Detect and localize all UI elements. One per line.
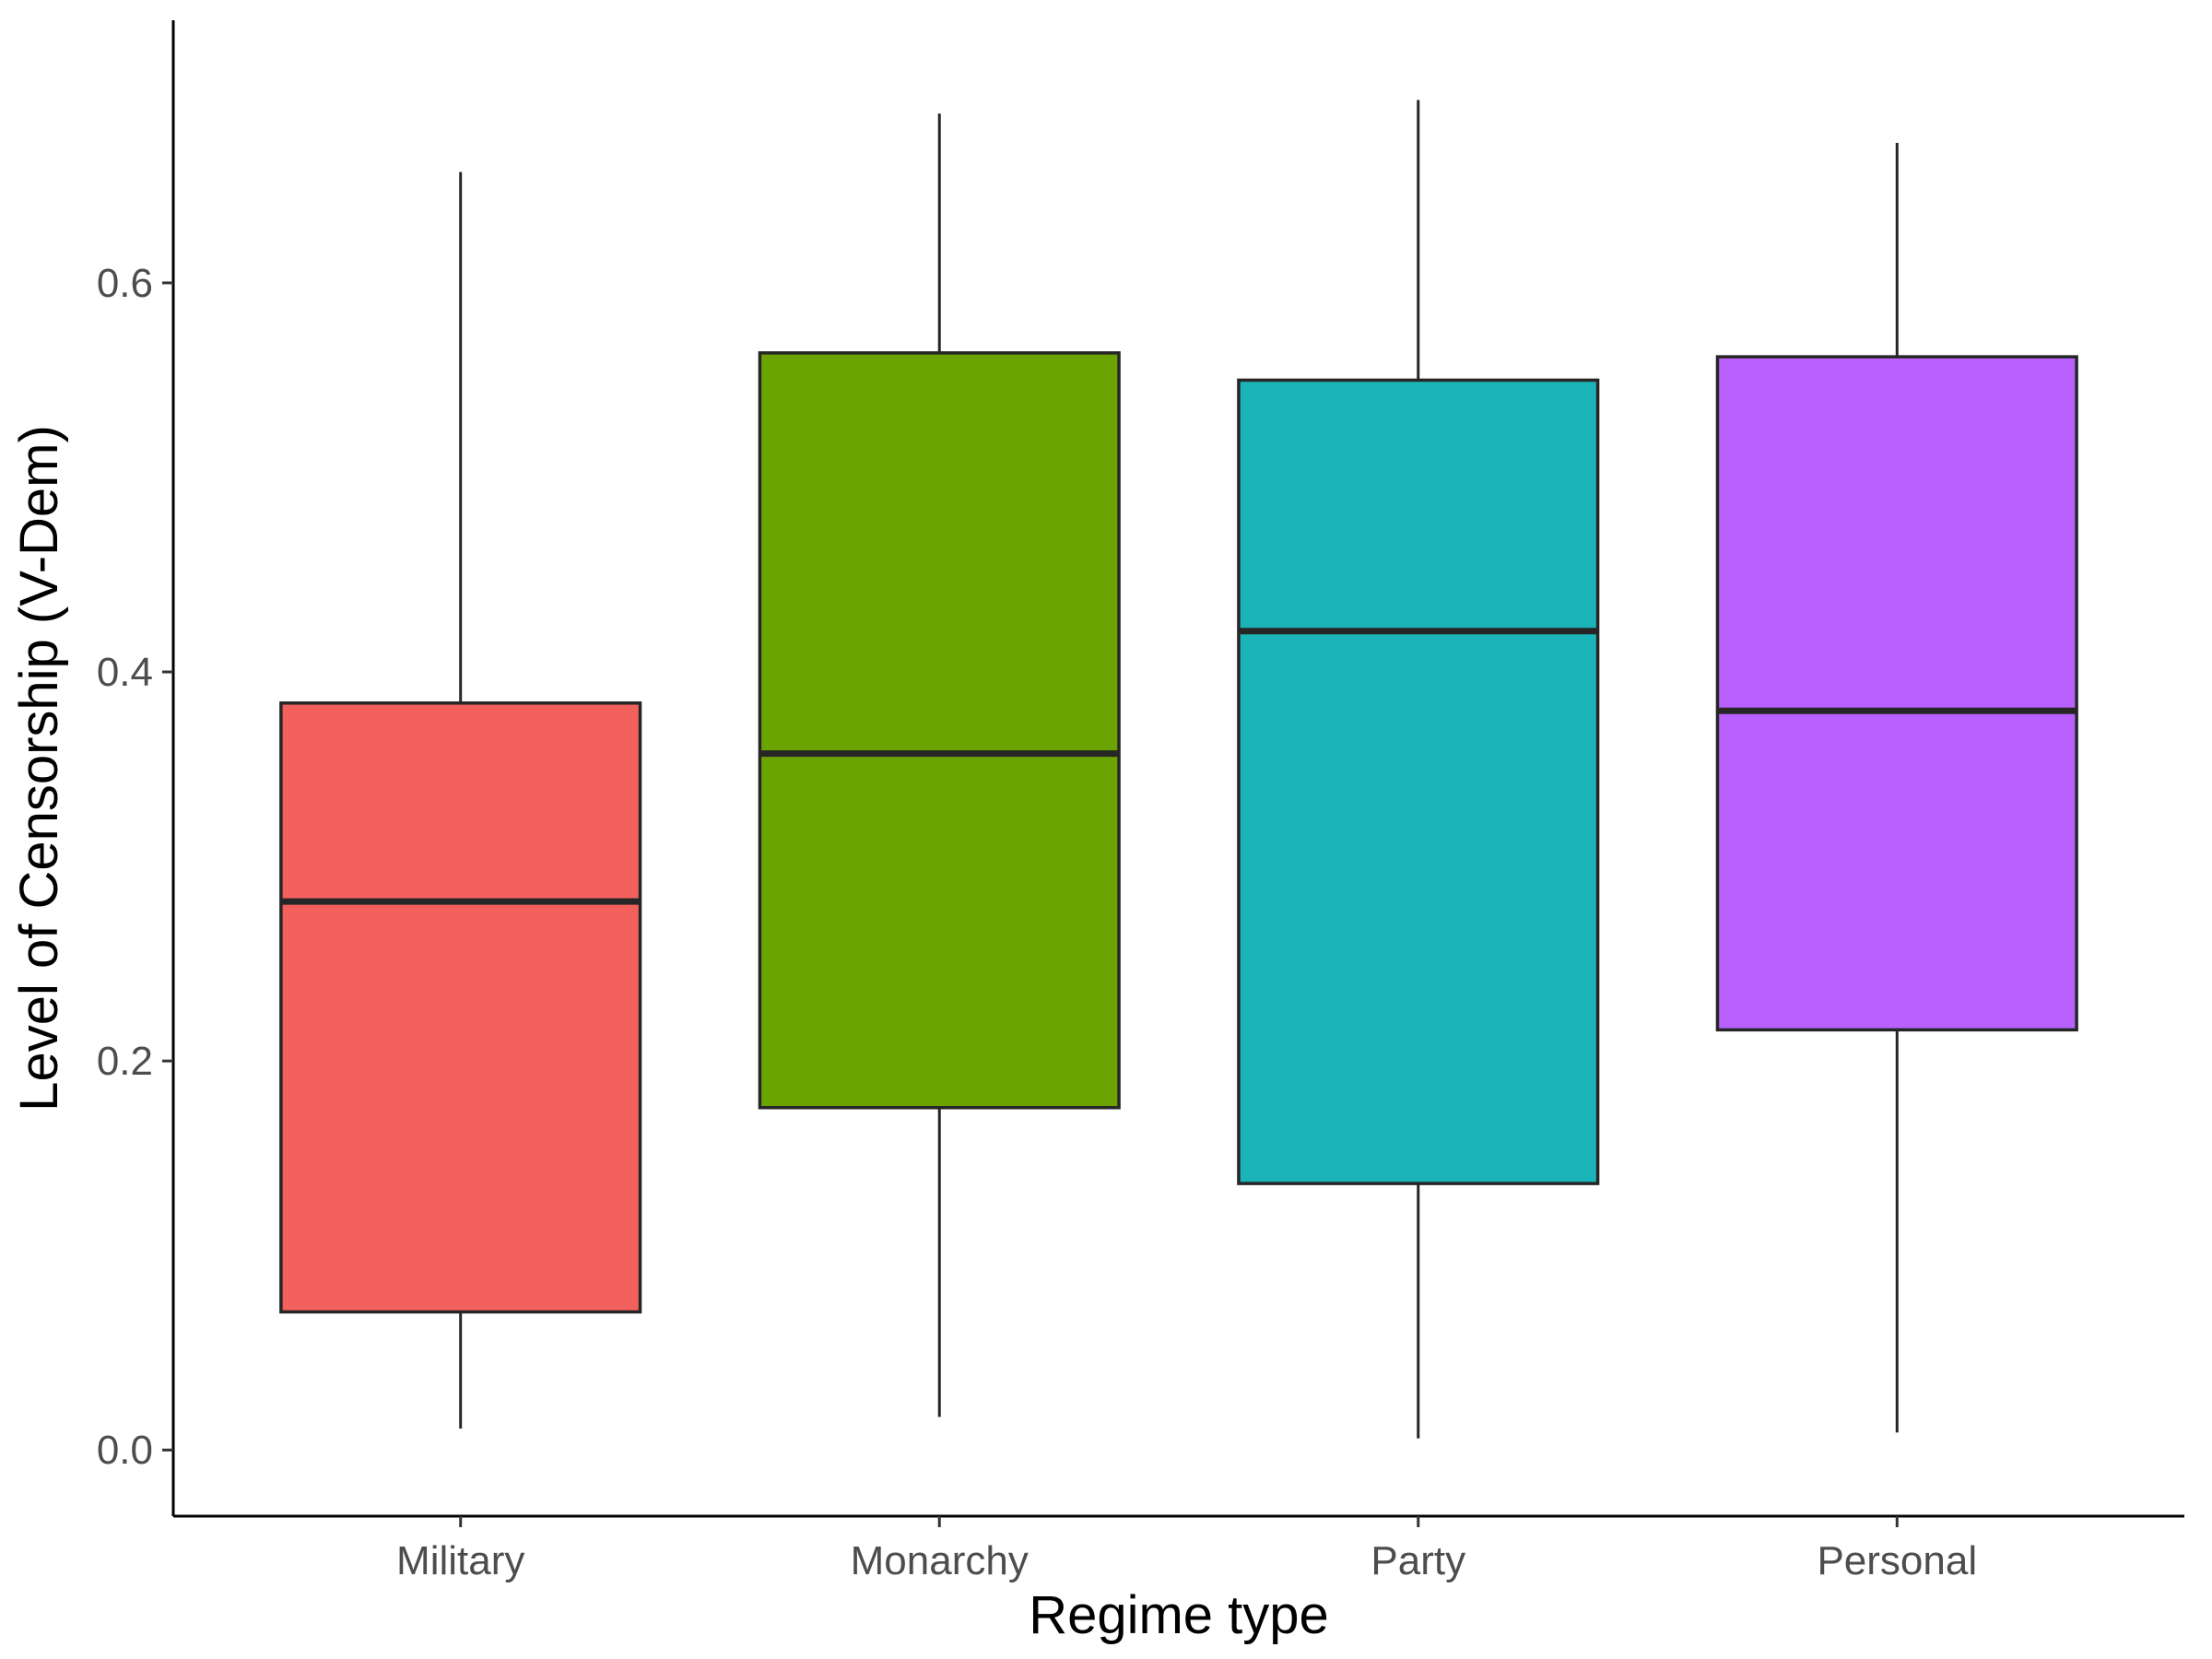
box-party xyxy=(1237,378,1600,1185)
y-tick-label: 0.2 xyxy=(97,1039,153,1084)
box-group-monarchy xyxy=(758,113,1121,1418)
axes-layer xyxy=(171,20,2184,1518)
ticks-layer: 0.0 0.2 0.4 0.6 Military Monarchy Party Persona… xyxy=(97,261,1977,1583)
x-tick-label: Personal xyxy=(1817,1538,1977,1583)
boxes-layer xyxy=(279,100,2078,1439)
box-monarchy xyxy=(758,351,1121,1110)
y-tick-label: 0.0 xyxy=(97,1428,153,1473)
box-group-military xyxy=(279,171,642,1430)
y-tick-label: 0.6 xyxy=(97,261,153,306)
x-axis-title: Regime type xyxy=(1029,1585,1329,1645)
x-tick-label: Party xyxy=(1371,1538,1465,1583)
y-tick-label: 0.4 xyxy=(97,650,153,695)
box-personal xyxy=(1715,355,2078,1032)
x-tick-label: Military xyxy=(396,1538,524,1583)
box-group-party xyxy=(1237,100,1600,1439)
x-tick-label: Monarchy xyxy=(851,1538,1029,1583)
box-group-personal xyxy=(1715,142,2078,1433)
box-military xyxy=(279,701,642,1314)
y-axis-title: Level of Censorship (V-Dem) xyxy=(9,425,69,1112)
